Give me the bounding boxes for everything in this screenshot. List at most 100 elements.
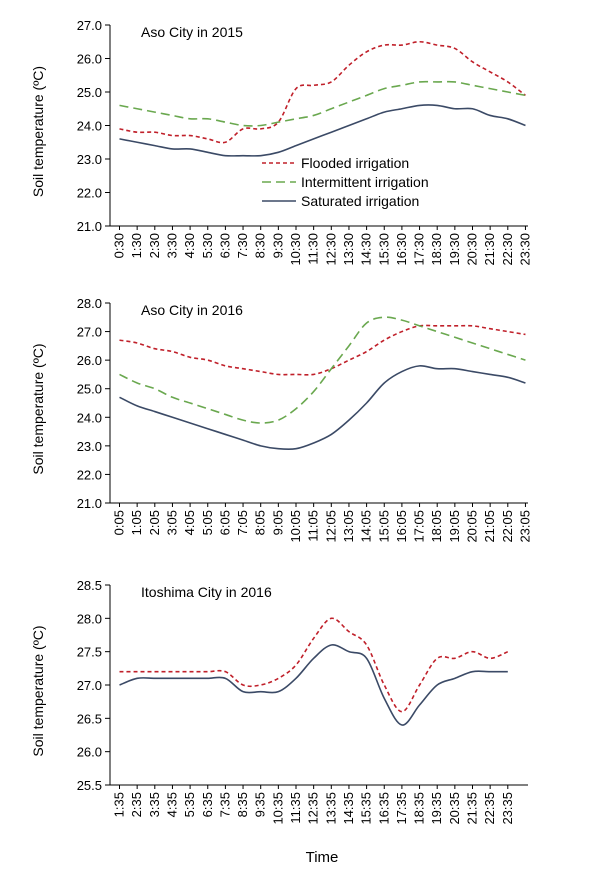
data-point bbox=[330, 131, 332, 133]
data-point bbox=[418, 41, 420, 43]
data-point bbox=[348, 359, 350, 361]
data-point bbox=[312, 84, 314, 86]
data-point bbox=[260, 370, 262, 372]
x-tick-label: 7:05 bbox=[235, 510, 250, 535]
y-tick-label: 22.0 bbox=[77, 467, 102, 482]
data-point bbox=[507, 670, 509, 672]
data-point bbox=[312, 442, 314, 444]
y-tick-label: 25.5 bbox=[77, 778, 102, 793]
data-point bbox=[454, 336, 456, 338]
data-point bbox=[312, 114, 314, 116]
data-point bbox=[330, 81, 332, 83]
x-tick-label: 6:30 bbox=[217, 233, 232, 258]
y-tick-label: 26.0 bbox=[77, 52, 102, 67]
x-tick-label: 19:05 bbox=[447, 510, 462, 543]
data-point bbox=[171, 350, 173, 352]
data-point bbox=[401, 319, 403, 321]
x-tick-label: 0:30 bbox=[112, 233, 127, 258]
x-tick-label: 7:30 bbox=[235, 233, 250, 258]
y-tick-label: 27.5 bbox=[77, 645, 102, 660]
data-point bbox=[189, 677, 191, 679]
data-point bbox=[224, 677, 226, 679]
x-tick-label: 1:05 bbox=[129, 510, 144, 535]
data-point bbox=[136, 342, 138, 344]
data-point bbox=[154, 144, 156, 146]
data-point bbox=[295, 664, 297, 666]
data-point bbox=[489, 657, 491, 659]
x-tick-label: 2:35 bbox=[129, 792, 144, 817]
data-point bbox=[383, 697, 385, 699]
data-point bbox=[189, 356, 191, 358]
data-point bbox=[418, 81, 420, 83]
data-point bbox=[207, 118, 209, 120]
data-point bbox=[348, 630, 350, 632]
series-line-saturated-irrigation bbox=[119, 104, 526, 157]
x-tick-label: 14:35 bbox=[341, 792, 356, 825]
data-point bbox=[383, 111, 385, 113]
data-point bbox=[454, 368, 456, 370]
y-axis-label: Soil temperature (ºC) bbox=[30, 343, 46, 474]
data-point bbox=[348, 64, 350, 66]
data-point bbox=[171, 670, 173, 672]
data-point bbox=[471, 650, 473, 652]
series-line-saturated-irrigation bbox=[119, 365, 526, 451]
data-point bbox=[224, 413, 226, 415]
data-point bbox=[118, 670, 120, 672]
y-tick-label: 27.0 bbox=[77, 18, 102, 33]
y-tick-label: 28.5 bbox=[77, 578, 102, 593]
data-point bbox=[260, 128, 262, 130]
data-point bbox=[154, 111, 156, 113]
y-tick-label: 28.0 bbox=[77, 296, 102, 311]
data-point bbox=[207, 677, 209, 679]
data-point bbox=[224, 365, 226, 367]
x-tick-label: 17:05 bbox=[412, 510, 427, 543]
data-point bbox=[171, 677, 173, 679]
x-tick-label: 15:30 bbox=[376, 233, 391, 266]
data-point bbox=[507, 91, 509, 93]
data-point bbox=[454, 47, 456, 49]
x-tick-label: 16:35 bbox=[376, 792, 391, 825]
x-tick-label: 20:30 bbox=[465, 233, 480, 266]
data-point bbox=[295, 118, 297, 120]
data-point bbox=[136, 382, 138, 384]
data-point bbox=[118, 684, 120, 686]
data-point bbox=[154, 410, 156, 412]
x-tick-label: 13:30 bbox=[341, 233, 356, 266]
data-point bbox=[260, 124, 262, 126]
data-point bbox=[436, 330, 438, 332]
data-point bbox=[524, 359, 526, 361]
data-point bbox=[118, 138, 120, 140]
x-tick-label: 2:30 bbox=[147, 233, 162, 258]
data-point bbox=[312, 390, 314, 392]
x-tick-label: 22:35 bbox=[482, 792, 497, 825]
data-point bbox=[489, 373, 491, 375]
y-tick-label: 24.0 bbox=[77, 119, 102, 134]
data-point bbox=[454, 81, 456, 83]
x-tick-label: 12:05 bbox=[323, 510, 338, 543]
x-tick-label: 3:05 bbox=[164, 510, 179, 535]
data-point bbox=[365, 350, 367, 352]
data-point bbox=[524, 333, 526, 335]
x-tick-label: 23:05 bbox=[517, 510, 532, 543]
data-point bbox=[189, 422, 191, 424]
legend-label: Flooded irrigation bbox=[301, 155, 409, 171]
x-tick-label: 12:30 bbox=[323, 233, 338, 266]
data-point bbox=[330, 433, 332, 435]
data-point bbox=[242, 128, 244, 130]
data-point bbox=[171, 416, 173, 418]
series-line-flooded-irrigation bbox=[119, 617, 509, 713]
data-point bbox=[401, 330, 403, 332]
data-point bbox=[454, 677, 456, 679]
data-point bbox=[118, 396, 120, 398]
data-point bbox=[295, 448, 297, 450]
data-point bbox=[277, 448, 279, 450]
data-point bbox=[365, 402, 367, 404]
x-tick-label: 7:35 bbox=[217, 792, 232, 817]
x-tick-label: 4:35 bbox=[164, 792, 179, 817]
data-point bbox=[454, 108, 456, 110]
data-point bbox=[242, 419, 244, 421]
data-point bbox=[401, 724, 403, 726]
x-tick-label: 0:05 bbox=[112, 510, 127, 535]
data-point bbox=[507, 81, 509, 83]
data-point bbox=[207, 359, 209, 361]
